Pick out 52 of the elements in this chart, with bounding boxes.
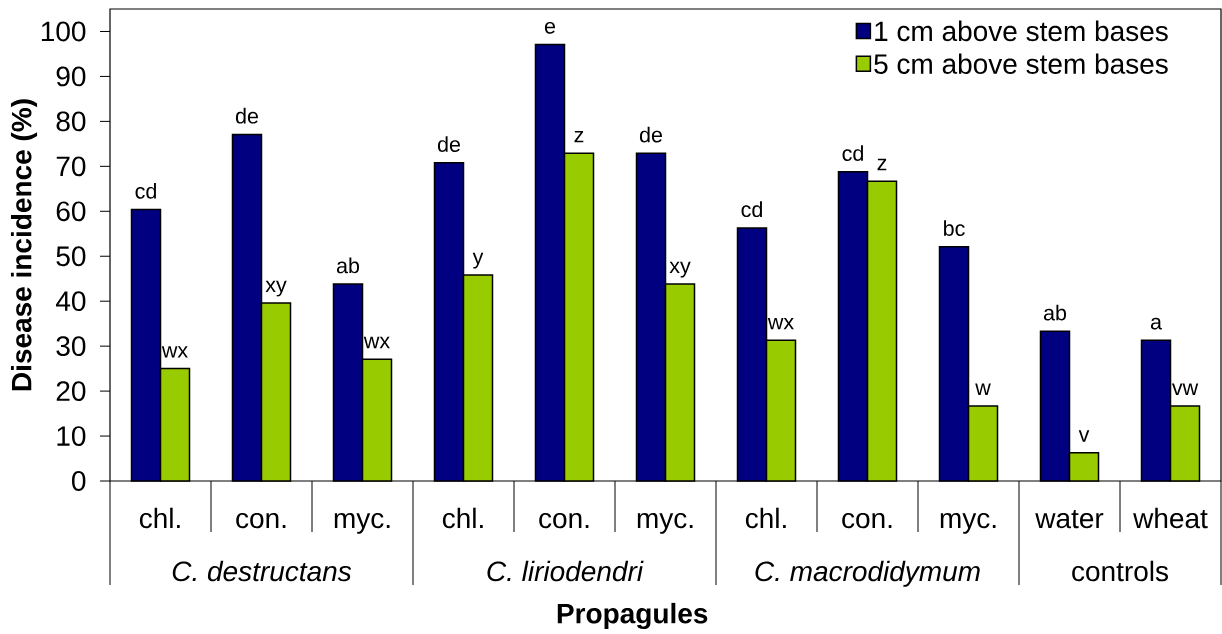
- x-tick-label: con.: [842, 512, 892, 529]
- data-label: e: [544, 21, 556, 34]
- data-label: vw: [1171, 383, 1199, 395]
- data-label: z: [877, 158, 887, 171]
- data-label: ab: [1043, 304, 1067, 321]
- x-tick-label: myc.: [334, 512, 390, 534]
- y-tick-label: 70: [56, 156, 86, 177]
- data-label: de: [437, 136, 460, 152]
- x-axis-title: Propagules: [557, 602, 708, 630]
- y-tick-label: 0: [72, 471, 86, 491]
- text: controls: [1072, 560, 1168, 582]
- x-tick-label: con.: [539, 512, 589, 529]
- x-tick-label: wheat: [1133, 507, 1208, 529]
- data-label: xy: [669, 261, 691, 278]
- x-tick-label: myc.: [940, 512, 996, 534]
- text: C. liriodendri: [487, 560, 644, 582]
- x-tick-label: chl.: [745, 507, 786, 529]
- data-label: a: [1150, 317, 1162, 330]
- data-label: cd: [135, 182, 156, 199]
- legend-label: 1 cm above stem bases: [875, 20, 1168, 42]
- data-label: v: [1078, 430, 1090, 442]
- data-label: ab: [336, 257, 360, 274]
- data-label: wx: [767, 317, 794, 330]
- y-tick-label: 100: [41, 21, 86, 42]
- y-tick-label: 20: [56, 381, 86, 402]
- data-label: cd: [741, 201, 762, 218]
- data-label: wx: [363, 336, 390, 349]
- data-label: bc: [944, 220, 965, 236]
- y-tick-label: 80: [56, 111, 86, 132]
- x-tick-label: con.: [236, 512, 286, 529]
- y-tick-label: 90: [56, 66, 86, 87]
- text: C. macrodidymum: [755, 560, 980, 587]
- x-tick-label: water: [1035, 509, 1104, 529]
- x-tick-label: myc.: [637, 512, 693, 534]
- text: C. destructans: [172, 560, 352, 582]
- data-label: xy: [265, 280, 287, 297]
- x-tick-label: chl.: [442, 507, 483, 529]
- data-label: wx: [161, 346, 188, 358]
- x-tick-label: chl.: [139, 507, 180, 529]
- y-tick-label: 50: [56, 246, 86, 267]
- y-tick-label: 10: [57, 426, 86, 446]
- y-axis-title: Disease incidence (%): [10, 99, 38, 391]
- data-label: de: [235, 107, 258, 124]
- y-tick-label: 30: [56, 336, 86, 357]
- data-label: z: [574, 130, 584, 143]
- data-label: cd: [842, 145, 863, 161]
- y-tick-label: 40: [55, 291, 86, 312]
- data-label: de: [639, 126, 662, 143]
- y-tick-label: 60: [56, 201, 86, 222]
- data-label: w: [975, 383, 991, 395]
- legend-label: 5 cm above stem bases: [874, 53, 1168, 74]
- data-label: y: [472, 252, 484, 269]
